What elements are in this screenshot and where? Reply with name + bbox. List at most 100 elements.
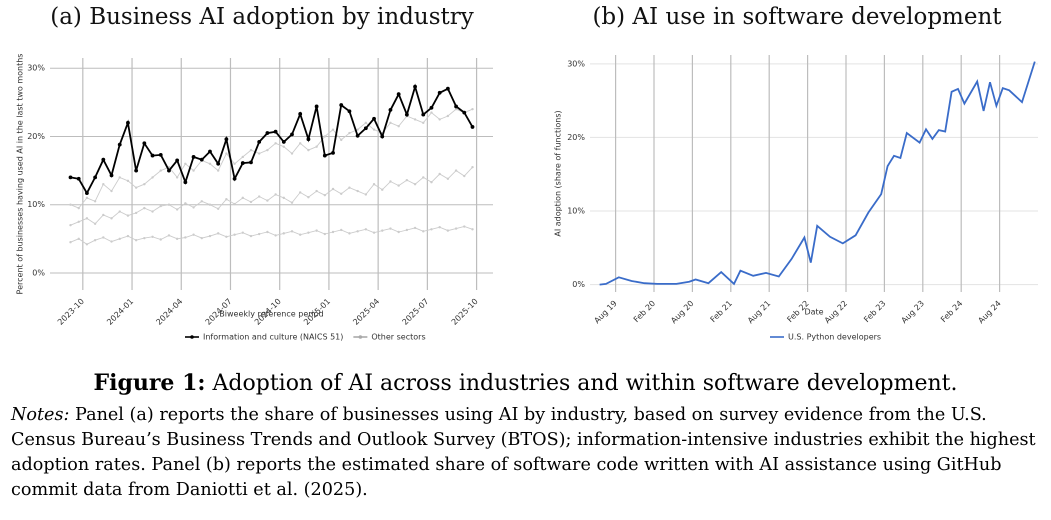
legend-label: Information and culture (NAICS 51) bbox=[203, 333, 343, 342]
point bbox=[224, 137, 229, 142]
point bbox=[159, 204, 162, 208]
x-tick-label: 2024-04 bbox=[154, 297, 184, 327]
point bbox=[340, 138, 343, 142]
point bbox=[372, 116, 376, 121]
series-line bbox=[70, 166, 473, 226]
point bbox=[273, 129, 278, 134]
point bbox=[364, 228, 368, 231]
point bbox=[118, 176, 121, 179]
point bbox=[356, 189, 359, 193]
point bbox=[158, 152, 163, 157]
point bbox=[192, 206, 195, 209]
point bbox=[356, 230, 359, 233]
point bbox=[397, 184, 400, 187]
point bbox=[184, 202, 187, 205]
point bbox=[471, 228, 474, 231]
x-tick-label: Aug 19 bbox=[592, 299, 618, 325]
point bbox=[454, 107, 458, 111]
point bbox=[306, 137, 311, 142]
caption-text: Adoption of AI across industries and wit… bbox=[212, 371, 958, 396]
point bbox=[151, 235, 154, 238]
point bbox=[323, 232, 327, 236]
point bbox=[199, 157, 204, 162]
series-line bbox=[70, 226, 473, 245]
point bbox=[77, 237, 80, 241]
point bbox=[241, 196, 244, 200]
x-tick-label: Feb 21 bbox=[709, 299, 734, 324]
point bbox=[397, 230, 400, 234]
point bbox=[232, 176, 237, 181]
point bbox=[241, 231, 244, 234]
point bbox=[331, 230, 335, 234]
point bbox=[413, 226, 417, 230]
point bbox=[77, 206, 80, 210]
point bbox=[184, 236, 187, 239]
point bbox=[118, 210, 121, 213]
point bbox=[437, 90, 442, 95]
point bbox=[150, 153, 155, 158]
point bbox=[110, 189, 113, 193]
y-tick-label: 30% bbox=[27, 64, 45, 73]
point bbox=[438, 172, 441, 176]
point bbox=[225, 198, 228, 201]
point bbox=[315, 145, 318, 148]
point bbox=[348, 232, 351, 235]
x-tick-label: Aug 21 bbox=[746, 299, 772, 325]
point bbox=[85, 196, 89, 200]
point bbox=[364, 121, 368, 125]
point bbox=[331, 187, 335, 191]
point bbox=[290, 152, 294, 155]
point bbox=[240, 161, 245, 165]
panel-title: (a) Business AI adoption by industry bbox=[50, 4, 474, 30]
point bbox=[389, 180, 392, 183]
point bbox=[314, 104, 319, 109]
point bbox=[298, 112, 303, 116]
notes-label: Notes: bbox=[11, 405, 70, 425]
point bbox=[192, 169, 195, 172]
point bbox=[446, 114, 450, 118]
point bbox=[356, 128, 359, 131]
point bbox=[93, 200, 97, 203]
point bbox=[69, 223, 72, 227]
point bbox=[397, 125, 400, 128]
point bbox=[348, 131, 351, 135]
point bbox=[422, 230, 425, 233]
caption: Figure 1: Adoption of AI across industri… bbox=[0, 370, 1051, 396]
point bbox=[257, 195, 261, 198]
point bbox=[249, 148, 253, 152]
point bbox=[405, 178, 409, 182]
point bbox=[463, 174, 466, 178]
point bbox=[143, 183, 146, 186]
point bbox=[347, 109, 352, 114]
point bbox=[265, 131, 270, 135]
series-line bbox=[599, 61, 1036, 286]
y-tick-label: 10% bbox=[567, 207, 585, 216]
point bbox=[200, 200, 203, 203]
point bbox=[208, 234, 212, 238]
point bbox=[69, 241, 72, 244]
point bbox=[396, 92, 401, 97]
point bbox=[233, 233, 236, 236]
point bbox=[175, 237, 179, 241]
point bbox=[470, 125, 475, 129]
point bbox=[102, 183, 105, 186]
x-tick-label: Aug 23 bbox=[900, 299, 926, 325]
point bbox=[430, 111, 433, 114]
point bbox=[389, 121, 392, 125]
y-tick-label: 20% bbox=[27, 132, 45, 141]
point bbox=[315, 189, 318, 193]
point bbox=[216, 161, 221, 166]
x-tick-label: 2025-07 bbox=[401, 297, 431, 327]
x-tick-label: 2025-04 bbox=[351, 297, 381, 327]
point bbox=[274, 193, 277, 196]
point bbox=[126, 120, 130, 125]
point bbox=[85, 191, 89, 196]
point bbox=[281, 140, 286, 144]
point bbox=[93, 238, 97, 242]
point bbox=[109, 173, 114, 178]
point bbox=[191, 155, 196, 159]
figure: (a) Business AI adoption by industry (b)… bbox=[16, 4, 1038, 342]
point bbox=[463, 225, 466, 228]
legend-label: Other sectors bbox=[371, 333, 425, 342]
